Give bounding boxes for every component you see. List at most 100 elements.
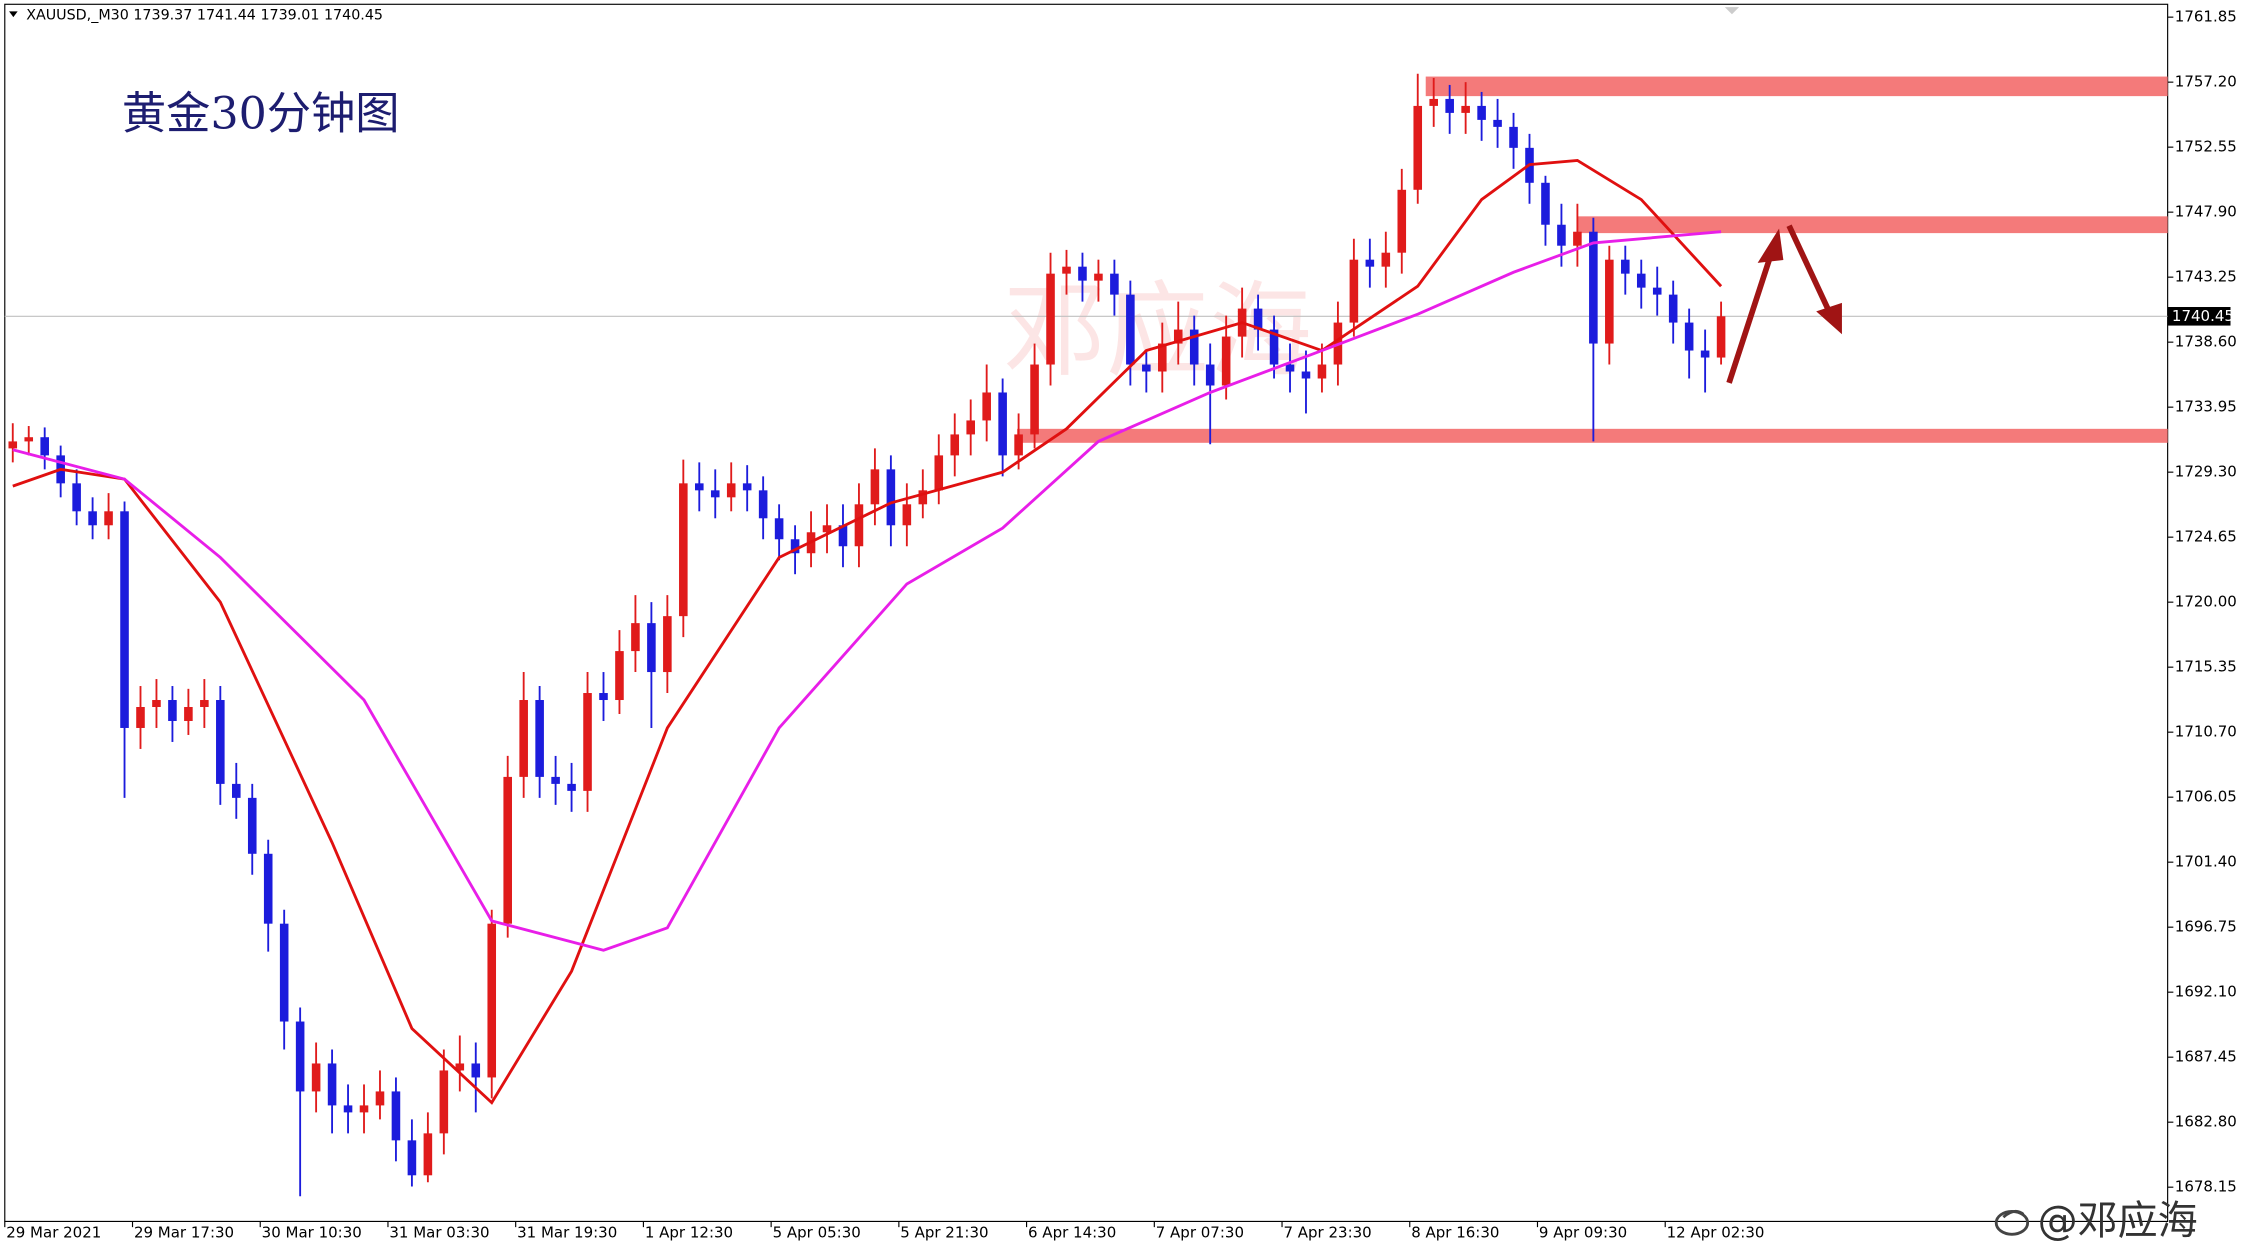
- candle-body: [1094, 273, 1103, 281]
- arrow-up-head: [1757, 228, 1784, 263]
- y-tick-label: 1678.15: [2175, 1178, 2237, 1196]
- candle-body: [790, 539, 800, 554]
- chart-title: 黄金30分钟图: [122, 89, 400, 140]
- candle-body: [1445, 98, 1454, 113]
- candle-body: [1429, 98, 1438, 106]
- candle-body: [1301, 371, 1311, 379]
- x-tick-label: 8 Apr 16:30: [1411, 1223, 1499, 1241]
- symbol: XAUUSD,_M30: [26, 8, 129, 24]
- y-tick-label: 1715.35: [2175, 658, 2237, 676]
- candle-body: [295, 1021, 305, 1092]
- current-price-label: 1740.45: [2172, 307, 2234, 325]
- candle-body: [1189, 329, 1199, 365]
- candle-body: [1046, 273, 1055, 365]
- y-tick-label: 1710.70: [2175, 723, 2237, 741]
- x-tick-label: 7 Apr 07:30: [1156, 1223, 1244, 1241]
- candle-body: [742, 483, 752, 491]
- candle-body: [375, 1091, 385, 1106]
- candle-body: [1078, 266, 1087, 281]
- candle-body: [966, 420, 975, 435]
- plot-frame: [4, 3, 2169, 1222]
- candle-body: [1142, 364, 1151, 372]
- candle-body: [998, 392, 1007, 456]
- candle-body: [232, 783, 241, 798]
- y-tick-label: 1738.60: [2175, 333, 2237, 351]
- candle-body: [902, 504, 912, 526]
- header-value: 1739.37: [133, 8, 192, 24]
- candle-body: [950, 434, 960, 456]
- candle-body: [934, 455, 944, 491]
- candle-body: [1573, 231, 1582, 246]
- candle-body: [1684, 322, 1694, 351]
- current-price-box: [2167, 307, 2231, 326]
- price-zone: [1577, 216, 2168, 234]
- candle-body: [774, 518, 784, 540]
- candle-body: [726, 483, 736, 498]
- candle-body: [1652, 287, 1662, 295]
- candle-body: [152, 700, 161, 708]
- candle-body: [184, 707, 193, 721]
- plot: 1761.85 1757.20 1752.55 1747.90 1743.25 1738.…: [4, 8, 2237, 1241]
- candle-body: [455, 1063, 465, 1071]
- candle-body: [1636, 273, 1646, 288]
- x-tick-label: 6 Apr 14:30: [1028, 1223, 1116, 1241]
- y-tick-label: 1761.85: [2175, 8, 2237, 26]
- candle-body: [679, 483, 688, 617]
- x-tick-label: 31 Mar 19:30: [517, 1223, 617, 1241]
- candle-body: [1509, 126, 1518, 148]
- credit-logo: [1994, 1209, 2030, 1236]
- candle-body: [1461, 105, 1470, 113]
- x-tick-label: 31 Mar 03:30: [389, 1223, 489, 1241]
- candle-body: [120, 511, 129, 728]
- candle-body: [1349, 259, 1359, 323]
- candle-body: [1205, 364, 1215, 386]
- candle-body: [1062, 266, 1071, 274]
- y-tick-label: 1757.20: [2175, 73, 2237, 91]
- candle-body: [407, 1140, 417, 1176]
- candle-body: [870, 469, 880, 505]
- candle-body: [838, 525, 848, 547]
- candle-body: [758, 490, 768, 519]
- candle-body: [471, 1063, 481, 1078]
- candle-body: [631, 623, 640, 652]
- y-tick-label: 1743.25: [2175, 268, 2237, 286]
- header-value: 1740.45: [324, 8, 383, 24]
- candle-body: [854, 504, 864, 547]
- collapse-icon[interactable]: [9, 11, 18, 18]
- candle-body: [1253, 308, 1263, 330]
- y-tick-label: 1701.40: [2175, 853, 2237, 871]
- y-tick-label: 1747.90: [2175, 203, 2237, 221]
- x-tick-label: 12 Apr 02:30: [1667, 1223, 1765, 1241]
- candle-body: [24, 437, 34, 442]
- y-tick-label: 1687.45: [2175, 1048, 2237, 1066]
- candle-body: [311, 1063, 321, 1092]
- price-zone: [1425, 76, 2168, 97]
- candle-body: [1621, 259, 1630, 274]
- candle-body: [279, 923, 289, 1022]
- candle-body: [1365, 259, 1375, 267]
- x-tick-label: 9 Apr 09:30: [1539, 1223, 1627, 1241]
- y-tick-label: 1692.10: [2175, 983, 2237, 1001]
- candle-body: [503, 776, 512, 924]
- candle-body: [263, 853, 273, 924]
- candle-body: [1014, 434, 1023, 456]
- candle-body: [327, 1063, 337, 1106]
- header: XAUUSD,_M30 1739.37 1741.44 1739.01 1740…: [26, 8, 383, 24]
- x-tick-label: 5 Apr 21:30: [900, 1223, 988, 1241]
- credit: @邓应海: [2038, 1198, 2198, 1244]
- arrow-down: [1786, 224, 1832, 313]
- candle-body: [104, 511, 113, 526]
- candle-body: [535, 700, 544, 777]
- candle-body: [423, 1133, 433, 1176]
- arrow-up: [1726, 250, 1775, 384]
- candle-body: [1269, 329, 1279, 365]
- candle-body: [1557, 224, 1566, 246]
- x-tick-label: 29 Mar 17:30: [134, 1223, 234, 1241]
- candle-body: [695, 483, 704, 491]
- candle-body: [1285, 364, 1295, 372]
- candle-body: [1126, 294, 1135, 365]
- candle-body: [216, 700, 225, 784]
